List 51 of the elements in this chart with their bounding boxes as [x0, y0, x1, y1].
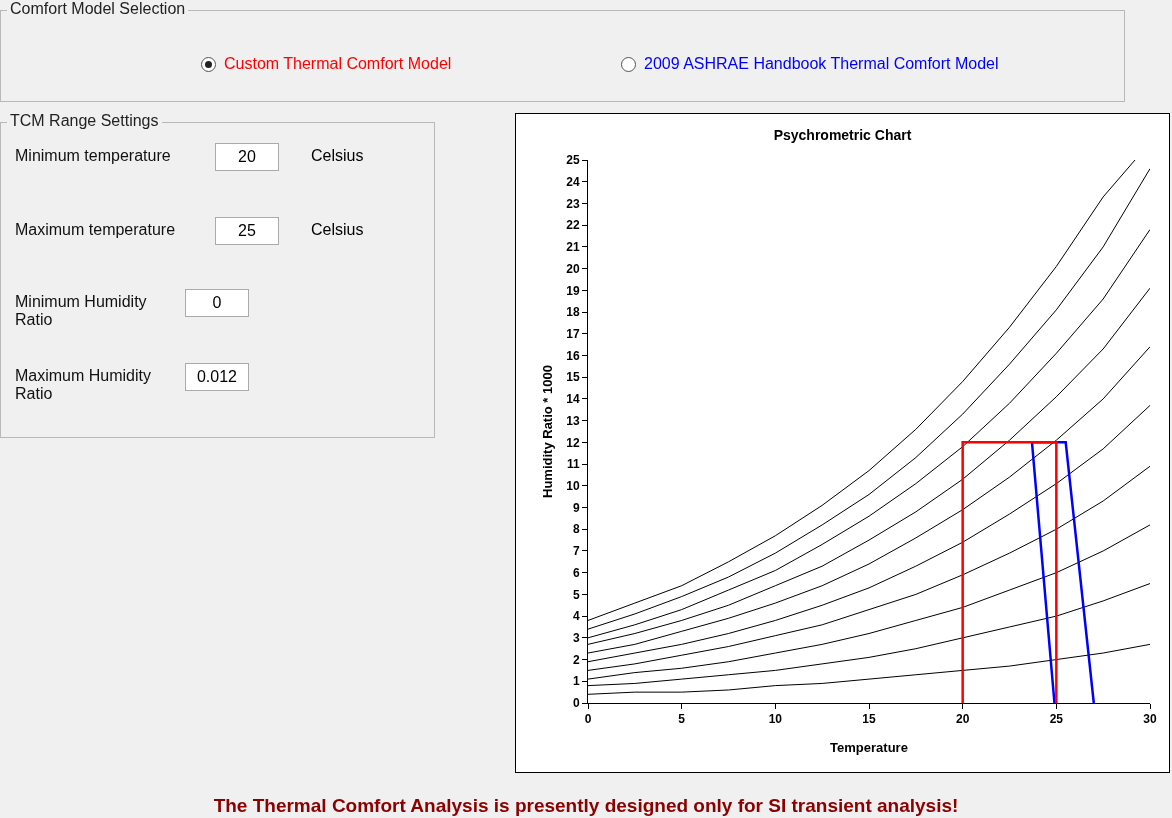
- y-tick-label: 11: [566, 457, 580, 472]
- x-tick-label: 10: [768, 712, 783, 727]
- text: Celsius: [311, 147, 364, 165]
- y-tick-label: 7: [572, 544, 580, 559]
- text: TCM Range Settings: [7, 112, 162, 130]
- category-label: 2009 ASHRAE Handbook Thermal Comfort Model: [644, 55, 999, 73]
- x-tick-label: 15: [862, 712, 876, 727]
- category-label: Minimum Humidity Ratio: [15, 293, 148, 329]
- category-label: Custom Thermal Comfort Model: [224, 55, 452, 73]
- y-tick-label: 23: [566, 196, 580, 211]
- data-label: 0.012: [185, 363, 249, 391]
- y-tick-label: 21: [566, 240, 580, 255]
- y-tick-label: 5: [572, 587, 580, 602]
- y-tick-label: 13: [566, 413, 580, 428]
- y-tick-label: 20: [566, 261, 580, 276]
- data-label: 25: [215, 217, 279, 245]
- y-axis-title: Humidity Ratio * 1000: [540, 365, 555, 498]
- text: The Thermal Comfort Analysis is presently designed only for SI transient analysis!: [212, 795, 960, 817]
- y-tick-label: 25: [566, 153, 580, 168]
- x-tick-label: 30: [1143, 712, 1157, 727]
- y-tick-label: 14: [566, 392, 580, 407]
- y-tick-label: 16: [566, 348, 580, 363]
- text: Comfort Model Selection: [7, 0, 189, 18]
- y-tick-label: 22: [566, 218, 580, 233]
- y-tick-label: 15: [566, 370, 580, 385]
- y-tick-label: 19: [566, 283, 580, 298]
- text: Celsius: [311, 221, 364, 239]
- y-tick-label: 24: [566, 174, 580, 189]
- y-tick-label: 4: [572, 609, 580, 624]
- y-tick-label: 8: [572, 522, 580, 537]
- data-label: 20: [215, 143, 279, 171]
- y-tick-label: 9: [572, 500, 580, 515]
- category-label: Maximum Humidity Ratio: [15, 367, 152, 403]
- chart-title: Psychrometric Chart: [773, 127, 912, 144]
- x-axis-title: Temperature: [830, 740, 908, 755]
- category-label: Minimum temperature: [15, 147, 172, 165]
- y-tick-label: 18: [566, 305, 580, 320]
- y-tick-label: 2: [572, 652, 580, 667]
- y-tick-label: 6: [572, 565, 580, 580]
- y-tick-label: 0: [572, 696, 580, 711]
- x-tick-label: 5: [678, 712, 686, 727]
- x-tick-label: 0: [584, 712, 592, 727]
- y-tick-label: 1: [572, 674, 580, 689]
- category-label: Maximum temperature: [15, 221, 177, 239]
- data-label: 0: [185, 289, 249, 317]
- y-tick-label: 17: [566, 326, 580, 341]
- x-tick-label: 20: [955, 712, 970, 727]
- y-tick-label: 12: [566, 435, 580, 450]
- y-tick-label: 3: [572, 631, 580, 646]
- x-tick-label: 25: [1049, 712, 1064, 727]
- y-tick-label: 10: [566, 479, 580, 493]
